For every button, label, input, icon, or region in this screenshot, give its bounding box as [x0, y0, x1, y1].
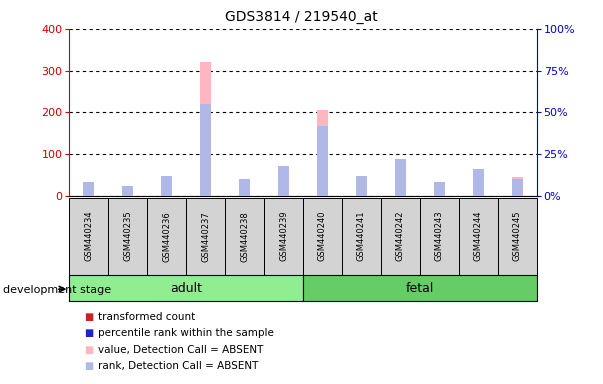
- FancyBboxPatch shape: [147, 198, 186, 275]
- Bar: [200, 104, 211, 196]
- Text: GSM440241: GSM440241: [357, 211, 366, 262]
- FancyBboxPatch shape: [225, 198, 264, 275]
- Bar: [239, 179, 250, 196]
- Bar: [473, 169, 484, 196]
- FancyBboxPatch shape: [420, 198, 459, 275]
- Bar: [356, 181, 367, 196]
- FancyBboxPatch shape: [303, 198, 342, 275]
- Bar: [473, 172, 484, 196]
- Bar: [434, 182, 444, 196]
- Text: ■: ■: [84, 361, 93, 371]
- Text: GSM440234: GSM440234: [84, 211, 93, 262]
- FancyBboxPatch shape: [264, 198, 303, 275]
- FancyBboxPatch shape: [342, 198, 381, 275]
- Text: GDS3814 / 219540_at: GDS3814 / 219540_at: [225, 10, 378, 23]
- Text: GSM440240: GSM440240: [318, 211, 327, 262]
- Bar: [317, 126, 328, 196]
- Bar: [122, 188, 133, 196]
- Text: GSM440236: GSM440236: [162, 211, 171, 262]
- Bar: [162, 176, 172, 196]
- Bar: [278, 166, 289, 196]
- Text: rank, Detection Call = ABSENT: rank, Detection Call = ABSENT: [98, 361, 258, 371]
- Text: ■: ■: [84, 345, 93, 355]
- Text: GSM440243: GSM440243: [435, 211, 444, 262]
- Bar: [395, 169, 406, 196]
- Text: adult: adult: [170, 282, 202, 295]
- Text: value, Detection Call = ABSENT: value, Detection Call = ABSENT: [98, 345, 263, 355]
- Text: GSM440239: GSM440239: [279, 211, 288, 262]
- Text: development stage: development stage: [3, 285, 111, 295]
- FancyBboxPatch shape: [69, 198, 109, 275]
- Text: GSM440235: GSM440235: [123, 211, 132, 262]
- Text: ■: ■: [84, 312, 93, 322]
- Bar: [512, 177, 523, 196]
- Text: GSM440237: GSM440237: [201, 211, 210, 262]
- Bar: [83, 182, 94, 196]
- Bar: [83, 187, 94, 196]
- Bar: [317, 110, 328, 196]
- Text: fetal: fetal: [406, 282, 434, 295]
- Text: ■: ■: [84, 328, 93, 338]
- Bar: [356, 176, 367, 196]
- FancyBboxPatch shape: [459, 198, 497, 275]
- FancyBboxPatch shape: [303, 275, 537, 301]
- Bar: [512, 179, 523, 196]
- FancyBboxPatch shape: [497, 198, 537, 275]
- Bar: [200, 62, 211, 196]
- Text: GSM440238: GSM440238: [240, 211, 249, 262]
- Bar: [162, 177, 172, 196]
- Bar: [239, 183, 250, 196]
- Text: GSM440245: GSM440245: [513, 211, 522, 262]
- FancyBboxPatch shape: [186, 198, 225, 275]
- FancyBboxPatch shape: [109, 198, 147, 275]
- Text: transformed count: transformed count: [98, 312, 195, 322]
- Bar: [395, 159, 406, 196]
- Bar: [278, 171, 289, 196]
- Text: GSM440242: GSM440242: [396, 211, 405, 262]
- Text: GSM440244: GSM440244: [474, 211, 483, 262]
- Bar: [434, 188, 444, 196]
- FancyBboxPatch shape: [381, 198, 420, 275]
- FancyBboxPatch shape: [69, 275, 303, 301]
- Bar: [122, 186, 133, 196]
- Text: percentile rank within the sample: percentile rank within the sample: [98, 328, 274, 338]
